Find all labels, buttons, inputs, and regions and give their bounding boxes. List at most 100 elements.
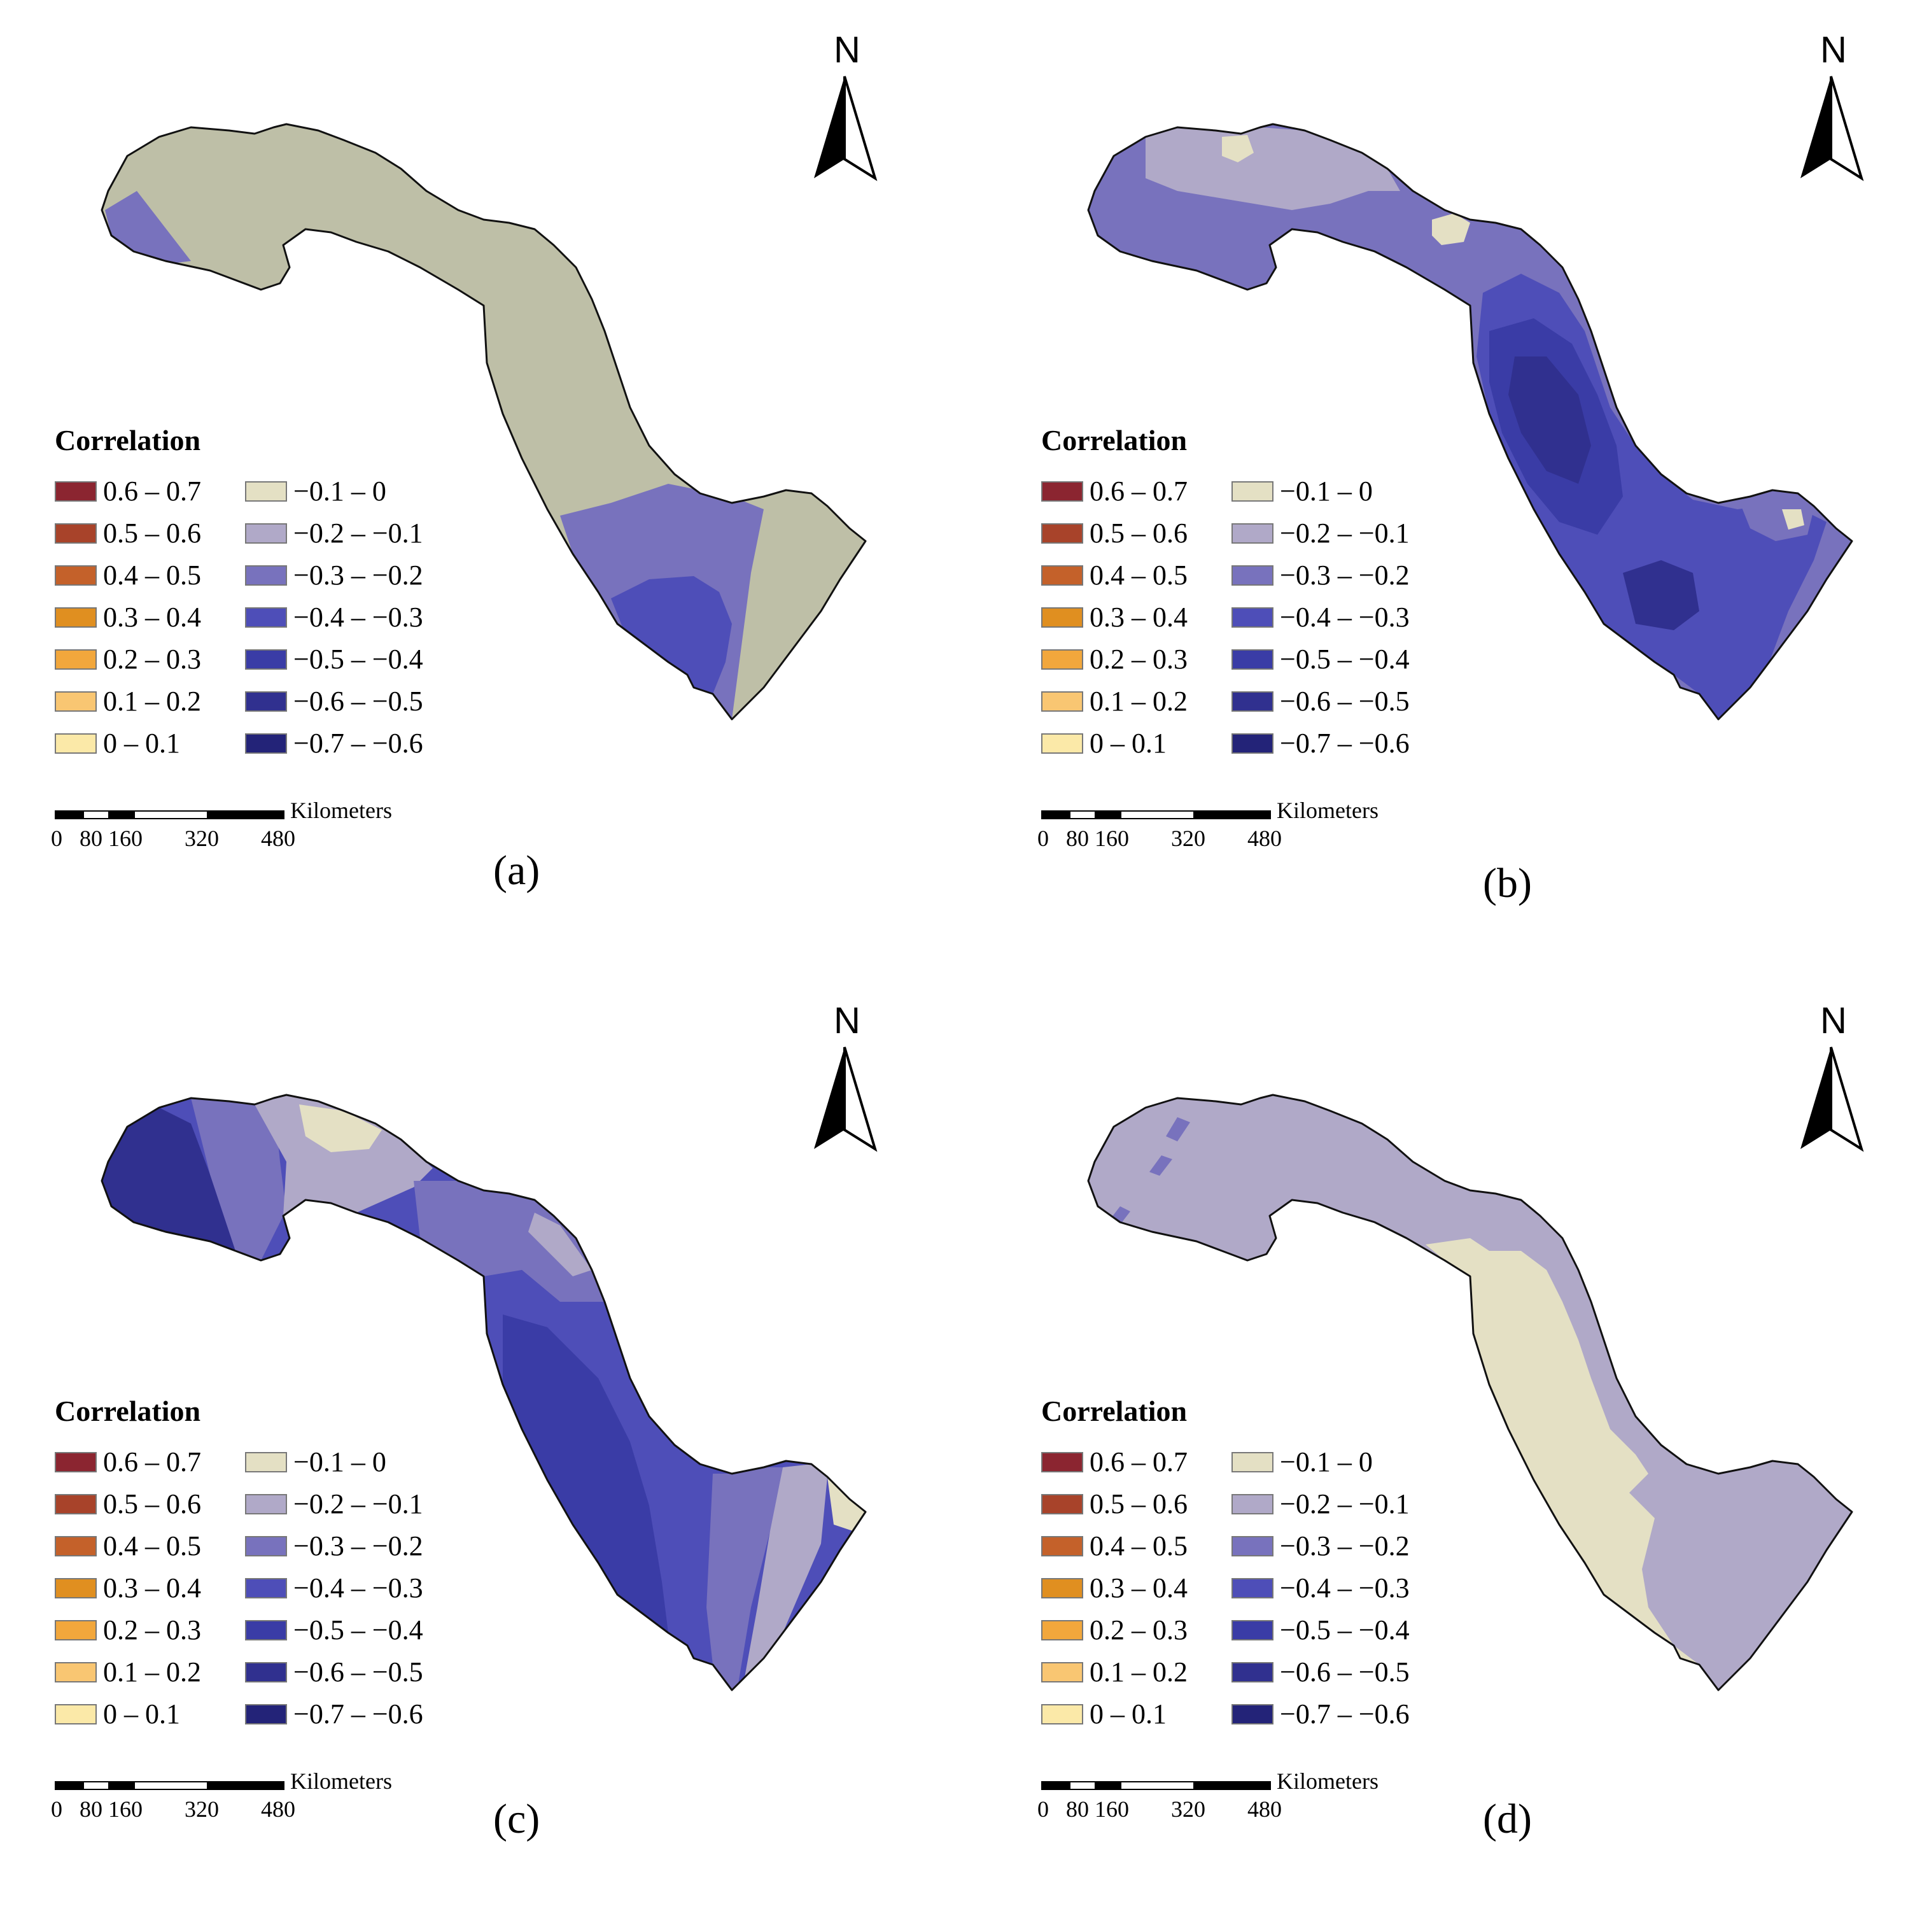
legend-swatch — [1231, 1620, 1273, 1640]
legend-swatch — [245, 1662, 287, 1682]
legend-swatch — [1231, 691, 1273, 712]
scale-tick-label: 480 — [261, 1796, 295, 1822]
legend-label: 0.3 – 0.4 — [1090, 1572, 1188, 1604]
legend-label: −0.5 – −0.4 — [293, 644, 423, 675]
map-panel-b: N Correlation 0.6 – 0.7 0.5 – 0.6 0.4 – 0.5 0… — [986, 0, 1922, 961]
north-letter: N — [834, 29, 860, 71]
legend-swatch — [1041, 1536, 1083, 1556]
legend-swatch — [1231, 1536, 1273, 1556]
legend-label: 0.6 – 0.7 — [103, 476, 201, 507]
legend-swatch — [55, 649, 97, 670]
correlation-zone — [1782, 509, 1804, 530]
legend-title: Correlation — [55, 1395, 201, 1427]
legend-swatch — [1231, 607, 1273, 628]
legend-label: 0.2 – 0.3 — [1090, 644, 1188, 675]
legend-swatch — [245, 1494, 287, 1514]
legend-label: 0.4 – 0.5 — [1090, 1530, 1188, 1562]
correlation-zone — [745, 1464, 827, 1677]
legend-swatch — [245, 1620, 287, 1640]
legend-label: −0.3 – −0.2 — [293, 560, 423, 591]
scale-bar — [55, 1781, 284, 1790]
legend-label: 0 – 0.1 — [103, 1698, 180, 1730]
legend-swatch — [1041, 1452, 1083, 1472]
legend-label: 0 – 0.1 — [103, 728, 180, 759]
legend-label: −0.6 – −0.5 — [293, 686, 423, 717]
scale-tick-label: 0 — [51, 826, 62, 851]
north-letter: N — [834, 1000, 860, 1041]
legend-label: 0.3 – 0.4 — [103, 1572, 201, 1604]
legend-label: −0.2 – −0.1 — [293, 518, 423, 549]
legend-label: 0.4 – 0.5 — [103, 560, 201, 591]
legend-swatch — [245, 1704, 287, 1724]
legend-label: 0.4 – 0.5 — [103, 1530, 201, 1562]
legend-swatch — [1231, 1662, 1273, 1682]
north-arrow-icon — [1800, 1047, 1864, 1152]
legend-swatch — [1231, 1704, 1273, 1724]
legend-label: −0.4 – −0.3 — [293, 602, 423, 633]
scale-tick-label: 160 — [108, 1796, 143, 1822]
correlation-zone — [611, 576, 732, 694]
basin-fill — [1088, 1095, 1852, 1690]
legend-swatch — [245, 691, 287, 712]
legend-swatch — [55, 1536, 97, 1556]
legend-label: −0.6 – −0.5 — [1280, 686, 1410, 717]
scale-bar — [1041, 810, 1271, 819]
legend-label: −0.2 – −0.1 — [293, 1488, 423, 1520]
panel-label: (c) — [493, 1796, 540, 1842]
north-letter: N — [1820, 1000, 1847, 1041]
basin-map — [1087, 1094, 1853, 1691]
correlation-zone — [1222, 135, 1254, 162]
correlation-zone — [1623, 560, 1699, 630]
legend-swatch — [245, 607, 287, 628]
legend-label: 0.1 – 0.2 — [1090, 1656, 1188, 1688]
panel-label: (b) — [1483, 860, 1532, 906]
scale-tick-label: 320 — [185, 1796, 219, 1822]
scale-tick-label: 80 — [1066, 826, 1089, 851]
legend-label: 0.5 – 0.6 — [103, 518, 201, 549]
legend-swatch — [55, 1620, 97, 1640]
legend-label: −0.5 – −0.4 — [1280, 1614, 1410, 1646]
scale-bar — [1041, 1781, 1271, 1790]
legend-swatch — [245, 565, 287, 586]
legend-label: −0.4 – −0.3 — [293, 1572, 423, 1604]
panel-label: (d) — [1483, 1796, 1532, 1842]
legend-label: −0.6 – −0.5 — [293, 1656, 423, 1688]
legend-swatch — [55, 607, 97, 628]
legend-label: 0.2 – 0.3 — [103, 1614, 201, 1646]
basin-outline — [1087, 1094, 1853, 1691]
scale-tick-label: 80 — [80, 826, 102, 851]
legend-swatch — [245, 1578, 287, 1598]
correlation-zone — [1166, 1117, 1190, 1141]
legend-swatch — [245, 733, 287, 754]
scale-tick-label: 0 — [51, 1796, 62, 1822]
legend-swatch — [55, 1494, 97, 1514]
scale-tick-label: 480 — [1247, 826, 1282, 851]
legend-swatch — [1041, 481, 1083, 502]
scale-tick-label: 80 — [80, 1796, 102, 1822]
legend-swatch — [1041, 565, 1083, 586]
legend-label: −0.5 – −0.4 — [1280, 644, 1410, 675]
scale-units: Kilometers — [1277, 1768, 1378, 1794]
legend-label: −0.1 – 0 — [1280, 476, 1373, 507]
basin-map — [101, 123, 867, 721]
legend-swatch — [245, 1536, 287, 1556]
map-panel-c: N Correlation 0.6 – 0.7 0.5 – 0.6 0.4 – 0.5 0… — [0, 971, 961, 1932]
legend-swatch — [55, 1662, 97, 1682]
legend-label: 0.3 – 0.4 — [103, 602, 201, 633]
legend-swatch — [1041, 1494, 1083, 1514]
legend-label: 0.6 – 0.7 — [1090, 476, 1188, 507]
legend-label: −0.4 – −0.3 — [1280, 602, 1410, 633]
scale-tick-label: 160 — [1095, 826, 1129, 851]
scale-units: Kilometers — [290, 798, 392, 823]
legend-swatch — [1041, 1578, 1083, 1598]
legend-label: 0.1 – 0.2 — [103, 686, 201, 717]
scale-tick-label: 480 — [1247, 1796, 1282, 1822]
basin-map — [1087, 123, 1853, 721]
legend-label: 0 – 0.1 — [1090, 1698, 1167, 1730]
legend-label: −0.4 – −0.3 — [1280, 1572, 1410, 1604]
legend-label: −0.3 – −0.2 — [293, 1530, 423, 1562]
basin-map — [101, 1094, 867, 1691]
scale-units: Kilometers — [290, 1768, 392, 1794]
north-arrow-icon — [814, 76, 878, 181]
north-arrow-icon — [814, 1047, 878, 1152]
